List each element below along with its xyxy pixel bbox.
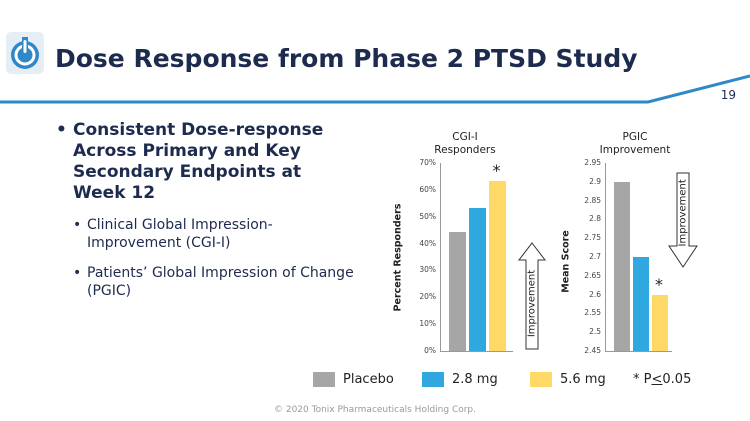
legend-swatch-5-6mg [530,372,552,387]
y-tick-label: 40% [419,238,436,248]
y-tick-label: 2.95 [584,158,601,167]
bar-placebo [614,181,630,351]
chart-title-cgi: CGI-I Responders [420,131,510,157]
legend-swatch-2-8mg [422,372,444,387]
y-tick-label: 2.85 [584,195,601,205]
significance-star: * [655,274,663,294]
chart-title-line: CGI-I [452,131,478,143]
plot-area-pgic: * [605,163,672,352]
y-tick-label: 2.55 [584,308,601,318]
bullet-sub-text: Patients’ Global Impression of Change (P… [87,265,354,299]
bar-5-6-mg [489,181,506,351]
y-tick-label: 2.6 [589,289,601,299]
bar-5-6-mg [652,294,668,351]
y-tick-label: 2.9 [589,176,601,186]
bar-2-8-mg [633,257,649,351]
bullet-marker: • [73,265,82,281]
footer-copyright: © 2020 Tonix Pharmaceuticals Holding Cor… [273,405,477,415]
arrow-down-icon [668,172,698,268]
bullet-marker: • [56,120,67,140]
y-tick-label: 10% [419,319,436,329]
note-value: 0.05 [662,372,692,387]
chart-title-line: Improvement [599,144,671,156]
y-tick-label: 70% [419,158,436,167]
y-tick-label: 2.5 [589,327,601,337]
y-tick-label: 2.7 [589,252,601,261]
y-tick-label: 2.75 [584,233,601,243]
y-tick-label: 20% [419,292,436,302]
legend-label-placebo: Placebo [343,372,394,387]
arrow-up-icon [518,242,546,350]
chart-title-pgic: PGIC Improvement [590,131,680,157]
y-tick-label: 2.8 [589,214,601,224]
bullet-sub-1: • Clinical Global Impression-Improvement… [73,216,356,252]
bullet-sub-text: Clinical Global Impression-Improvement (… [87,217,273,251]
plot-area-cgi: * [440,161,513,352]
note-operator: < [651,372,663,387]
bullet-main: • Consistent Dose-response Across Primar… [56,120,356,204]
power-icon [6,32,44,74]
note-prefix: * P [633,372,652,387]
y-tick-label: 2.45 [584,346,601,355]
y-tick-label: 50% [419,211,436,221]
chart-title-line: Responders [434,144,496,156]
legend-label-2-8mg: 2.8 mg [452,372,498,387]
y-tick-label: 60% [419,184,436,194]
significance-star: * [492,161,501,181]
legend-significance-note: * P<0.05 [633,372,691,387]
chart-title-line: PGIC [622,131,648,143]
legend-swatch-placebo [313,372,335,387]
y-tick-label: 0% [424,346,436,355]
bullet-marker: • [73,217,82,233]
y-tick-label: 30% [419,265,436,275]
bullet-list: • Consistent Dose-response Across Primar… [56,120,356,300]
arrow-label-pgic: Improvement [677,179,689,247]
bar-2-8-mg [469,208,486,351]
page-title: Dose Response from Phase 2 PTSD Study [55,44,638,73]
page-number: 19 [720,88,736,102]
legend: Placebo 2.8 mg 5.6 mg * P<0.05 [0,372,750,390]
bullet-main-text: Consistent Dose-response Across Primary … [73,120,324,203]
y-tick-label: 2.65 [584,270,601,280]
legend-label-5-6mg: 5.6 mg [560,372,606,387]
arrow-label-cgi: Improvement [526,269,538,338]
bullet-sub-2: • Patients’ Global Impression of Change … [73,264,356,300]
bar-placebo [449,231,466,351]
